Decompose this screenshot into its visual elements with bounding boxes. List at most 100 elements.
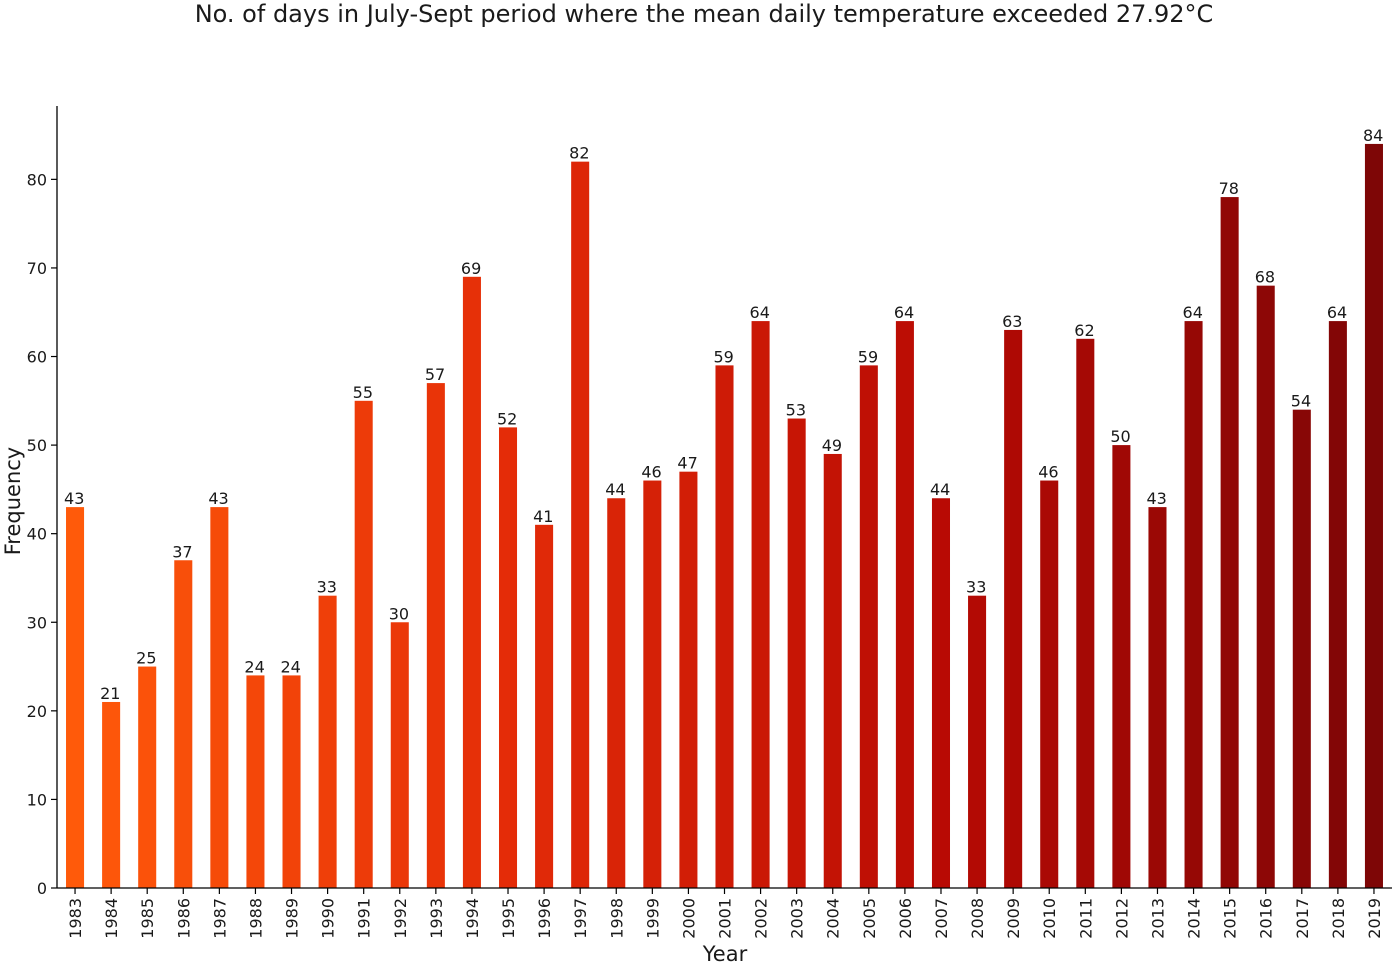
data-label-1995: 52 [497,409,517,428]
data-label-1988: 24 [244,657,264,676]
y-tick-label: 30 [27,613,47,632]
x-tick-label-2004: 2004 [824,898,843,939]
bar-2005 [859,365,878,888]
bar-2012 [1112,445,1131,888]
bar-1988 [246,675,265,888]
data-label-1986: 37 [172,542,192,561]
bar-1991 [354,400,373,888]
x-tick-label-1992: 1992 [391,898,410,939]
data-label-2009: 63 [1002,312,1022,331]
bar-1986 [174,560,193,888]
data-label-1990: 33 [317,578,337,597]
data-label-1992: 30 [389,604,409,623]
x-tick-label-1985: 1985 [138,898,157,939]
x-tick-label-2003: 2003 [788,898,807,939]
x-tick-label-1994: 1994 [463,898,482,939]
bar-2000 [679,471,698,888]
bar-1999 [643,480,662,888]
data-label-2002: 64 [750,303,770,322]
data-label-2015: 78 [1219,179,1239,198]
bars-group [66,143,1383,889]
x-axis: 1983 1984 1985 1986 1987 1988 1989 1990 1991 1992… [57,887,1392,939]
bar-2007 [931,498,951,888]
x-ticks: 1983 1984 1985 1986 1987 1988 1989 1990 1991 1992… [66,888,1384,939]
bar-1990 [318,595,337,888]
x-tick-label-1984: 1984 [102,898,121,939]
x-tick-label-2010: 2010 [1040,898,1059,939]
data-label-1987: 43 [208,489,228,508]
x-tick-label-1987: 1987 [210,898,229,939]
data-label-2000: 47 [677,454,697,473]
bar-1992 [390,622,409,888]
x-tick-label-1998: 1998 [607,898,626,939]
bar-1985 [138,666,157,888]
value-labels-group: 43 21 25 37 43 24 24 33 55 30 57 69 52 41 82 44 46 47 59 64… [64,126,1383,703]
data-label-2011: 62 [1074,321,1094,340]
bar-1987 [210,507,229,888]
x-tick-label-2007: 2007 [932,898,951,939]
bar-2016 [1256,285,1275,888]
data-label-2005: 59 [858,347,878,366]
x-tick-label-2008: 2008 [968,898,987,939]
bar-2013 [1148,507,1167,888]
data-label-1994: 69 [461,259,481,278]
bar-2018 [1328,321,1347,888]
x-tick-label-2018: 2018 [1329,898,1348,939]
bar-1994 [462,276,481,889]
data-label-2012: 50 [1110,427,1130,446]
x-tick-label-2013: 2013 [1148,898,1167,939]
x-tick-label-1988: 1988 [246,898,265,939]
x-tick-label-1999: 1999 [643,898,662,939]
data-label-1983: 43 [64,489,84,508]
y-tick-label: 40 [27,525,47,544]
x-tick-label-2017: 2017 [1293,898,1312,939]
bar-1995 [498,427,518,888]
bar-2008 [968,595,987,888]
x-tick-label-2014: 2014 [1185,898,1204,939]
y-tick-label: 0 [37,879,47,898]
bar-2017 [1292,409,1311,888]
plot-area: 43 21 25 37 43 24 24 33 55 30 57 69 52 41 82 44 46 47 59 64… [27,106,1392,939]
data-label-2016: 68 [1255,268,1275,287]
bar-2001 [715,365,734,888]
x-tick-label-2012: 2012 [1112,898,1131,939]
y-tick-label: 80 [27,170,47,189]
bar-2011 [1076,338,1095,889]
x-tick-label-2015: 2015 [1221,898,1240,939]
data-label-1997: 82 [569,144,589,163]
bar-2002 [751,321,770,888]
y-tick-label: 50 [27,436,47,455]
bar-1989 [282,675,301,888]
data-label-2004: 49 [822,436,842,455]
bar-2003 [787,418,806,888]
bar-1984 [102,701,121,888]
x-tick-label-2000: 2000 [679,898,698,939]
x-tick-label-1983: 1983 [66,898,85,939]
x-tick-label-1993: 1993 [427,898,446,939]
x-tick-label-2011: 2011 [1076,898,1095,939]
x-tick-label-1997: 1997 [571,898,590,939]
x-tick-label-1990: 1990 [319,898,338,939]
x-tick-label-2001: 2001 [716,898,735,939]
data-label-2006: 64 [894,303,914,322]
x-tick-label-2002: 2002 [752,898,771,939]
bar-2014 [1184,321,1203,888]
x-tick-label-2006: 2006 [896,898,915,939]
x-tick-label-1991: 1991 [355,898,374,939]
data-label-2010: 46 [1038,463,1058,482]
bar-2006 [895,321,914,888]
data-label-1993: 57 [425,365,445,384]
data-label-2019: 84 [1363,126,1383,145]
data-label-1999: 46 [641,463,661,482]
bar-1998 [607,498,626,888]
y-axis: 0 10 20 30 40 50 60 70 80 [27,106,58,898]
data-label-1996: 41 [533,507,553,526]
data-label-2003: 53 [786,401,806,420]
data-label-2007: 44 [930,480,950,499]
y-tick-label: 10 [27,790,47,809]
data-label-2013: 43 [1146,489,1166,508]
x-axis-label: Year [702,942,748,964]
y-tick-label: 70 [27,259,47,278]
y-tick-label: 60 [27,348,47,367]
bar-2009 [1004,329,1023,888]
